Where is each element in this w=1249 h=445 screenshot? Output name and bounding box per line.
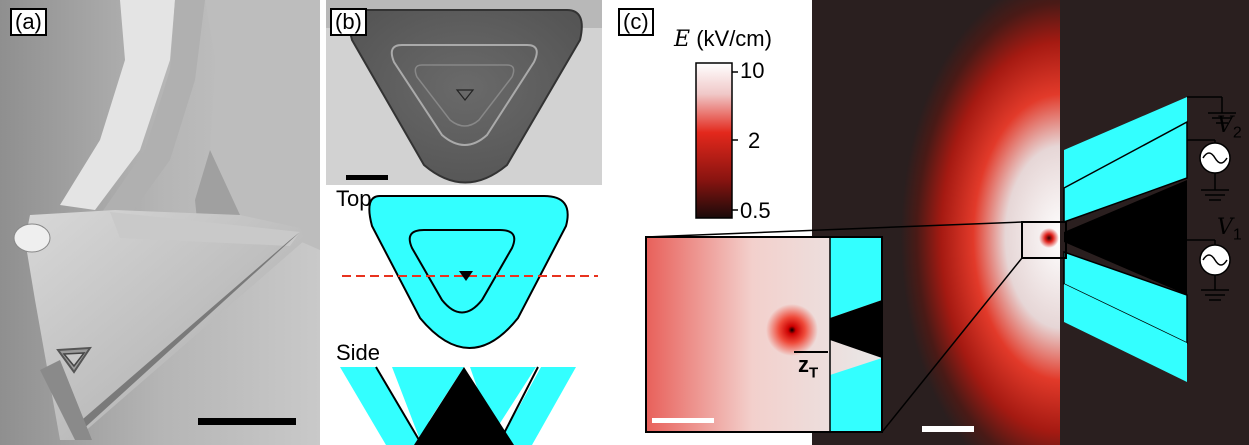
v2-symbol: V <box>1217 113 1233 138</box>
v2-subscript: 2 <box>1232 124 1242 142</box>
zt-subscript: T <box>809 364 819 382</box>
panel-a-sem-image: (a) <box>0 0 320 445</box>
v1-subscript: 1 <box>1232 226 1242 244</box>
voltage-v1-label: V1 <box>1217 214 1242 244</box>
sem-top-view-image <box>326 0 602 185</box>
panel-b: (b) Top Side <box>322 0 612 445</box>
main-scale-bar <box>922 426 974 432</box>
colorbar-symbol: E <box>674 27 691 52</box>
colorbar-tick-0.5: 0.5 <box>740 198 771 223</box>
zoom-box <box>1021 221 1067 259</box>
circuit <box>1187 96 1236 301</box>
inset-scale-bar <box>652 418 714 423</box>
panel-b-drawing <box>326 0 602 445</box>
top-view-schematic <box>342 195 598 349</box>
voltage-v2-label: V2 <box>1217 112 1242 142</box>
side-view-schematic <box>340 366 576 445</box>
panel-b-tag: (b) <box>330 8 367 36</box>
colorbar <box>695 62 738 219</box>
field-map-drawing <box>645 0 1249 445</box>
inset-zoom <box>645 236 883 433</box>
side-view-label: Side <box>336 340 381 365</box>
zt-symbol: z <box>798 352 809 377</box>
v1-symbol: V <box>1217 215 1233 240</box>
sem-cantilever-image <box>0 0 320 445</box>
tip-distance-label: zT <box>798 352 818 381</box>
colorbar-tick-10: 10 <box>740 58 765 83</box>
panel-c: (c) E (kV/cm) 10 2 0.5 V2 V1 zT <box>612 0 1249 445</box>
panel-a-tag: (a) <box>10 8 47 36</box>
colorbar-unit: (kV/cm) <box>696 26 772 51</box>
panel-c-tag: (c) <box>618 8 654 36</box>
colorbar-tick-2: 2 <box>748 128 761 153</box>
top-view-label: Top <box>336 186 372 211</box>
colorbar-title: E (kV/cm) <box>674 26 772 52</box>
electrode-structure <box>1063 97 1188 382</box>
